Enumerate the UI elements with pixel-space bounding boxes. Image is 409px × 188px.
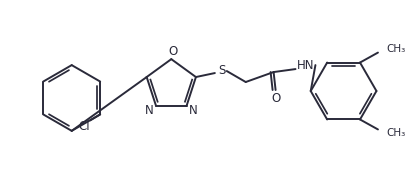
Text: N: N <box>189 105 198 118</box>
Text: HN: HN <box>297 59 314 72</box>
Text: Cl: Cl <box>79 120 90 133</box>
Text: O: O <box>271 92 280 105</box>
Text: O: O <box>169 45 178 58</box>
Text: S: S <box>218 64 225 77</box>
Text: CH₃: CH₃ <box>386 44 405 54</box>
Text: CH₃: CH₃ <box>386 128 405 138</box>
Text: N: N <box>145 105 153 118</box>
